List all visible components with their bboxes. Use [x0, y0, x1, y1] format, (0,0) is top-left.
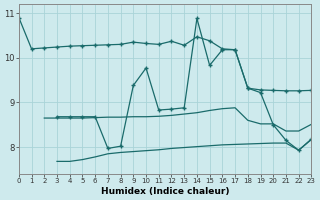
X-axis label: Humidex (Indice chaleur): Humidex (Indice chaleur) — [101, 187, 229, 196]
